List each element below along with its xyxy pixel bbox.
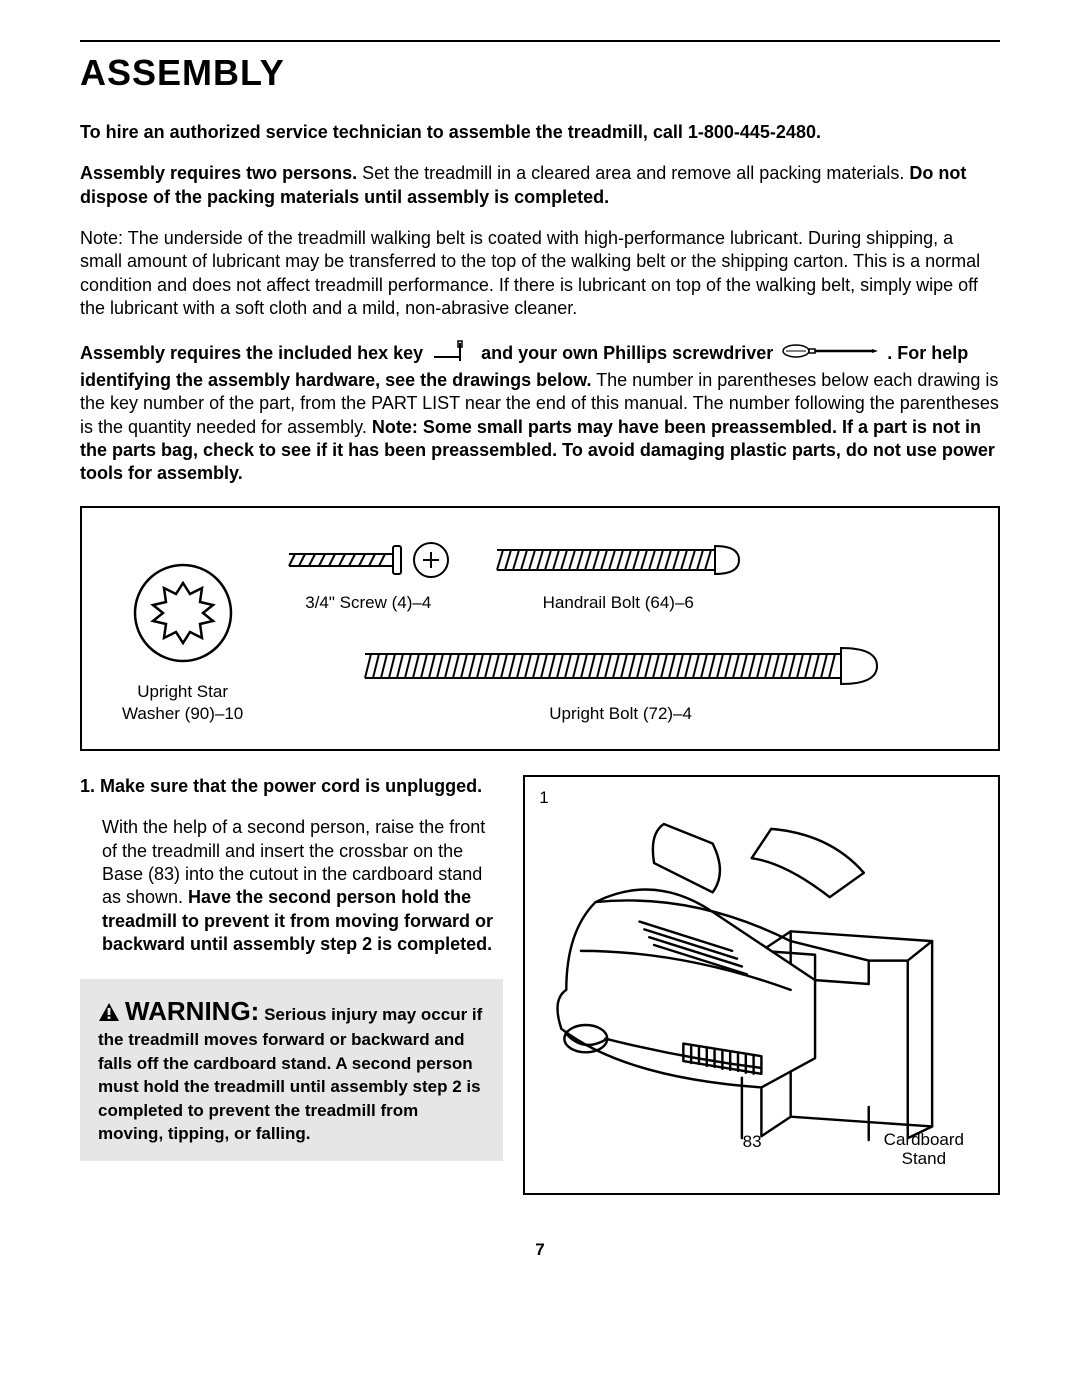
hire-line: To hire an authorized service technician…: [80, 121, 1000, 144]
washer-label: Upright Star Washer (90)–10: [122, 681, 243, 725]
two-persons-mid: Set the treadmill in a cleared area and …: [357, 163, 909, 183]
figure-number: 1: [539, 787, 548, 809]
two-persons-para: Assembly requires two persons. Set the t…: [80, 162, 1000, 209]
treadmill-stand-illustration: [533, 785, 990, 1185]
figure-label-cardboard: Cardboard Stand: [884, 1130, 964, 1169]
handrail-bolt-label: Handrail Bolt (64)–6: [493, 592, 743, 614]
upright-bolt-icon: [361, 640, 881, 690]
hw-upright-bolt: Upright Bolt (72)–4: [283, 640, 958, 724]
page-number: 7: [80, 1239, 1000, 1261]
warning-triangle-icon: [98, 1004, 125, 1024]
two-persons-bold1: Assembly requires two persons.: [80, 163, 357, 183]
handrail-bolt-icon: [493, 536, 743, 580]
warning-heading: WARNING:: [125, 996, 259, 1026]
step-1-bold-lead: Make sure that the power cord is unplugg…: [100, 776, 482, 796]
figure-label-83: 83: [743, 1131, 762, 1153]
tools-bold1: Assembly requires the included hex key: [80, 342, 423, 362]
warning-box: WARNING: Serious injury may occur if the…: [80, 979, 503, 1162]
screw-icon: [283, 536, 453, 580]
hw-washer: Upright Star Washer (90)–10: [122, 558, 243, 725]
screwdriver-icon: [782, 342, 878, 365]
step-1-text: 1. Make sure that the power cord is unpl…: [80, 775, 503, 1161]
hw-screw: 3/4" Screw (4)–4: [283, 536, 453, 614]
lubricant-note: Note: The underside of the treadmill wal…: [80, 227, 1000, 321]
hex-key-icon: [432, 339, 472, 369]
star-washer-icon: [128, 558, 238, 668]
upright-bolt-label: Upright Bolt (72)–4: [283, 703, 958, 725]
screw-label: 3/4" Screw (4)–4: [283, 592, 453, 614]
hire-line-text: To hire an authorized service technician…: [80, 122, 821, 142]
step-1-row: 1. Make sure that the power cord is unpl…: [80, 775, 1000, 1195]
figure-1-box: 1: [523, 775, 1000, 1195]
step-1-figure: 1: [523, 775, 1000, 1195]
step-1-body: With the help of a second person, raise …: [80, 816, 503, 956]
page-title: ASSEMBLY: [80, 50, 1000, 97]
tools-para: Assembly requires the included hex key a…: [80, 339, 1000, 486]
hw-handrail-bolt: Handrail Bolt (64)–6: [493, 536, 743, 614]
step-1-lead: 1. Make sure that the power cord is unpl…: [80, 775, 503, 798]
top-rule: [80, 40, 1000, 42]
step-1-number: 1.: [80, 776, 95, 796]
hardware-box: Upright Star Washer (90)–10 3/4" Screw (…: [80, 506, 1000, 751]
tools-mid1: and your own Phillips screwdriver: [481, 342, 778, 362]
